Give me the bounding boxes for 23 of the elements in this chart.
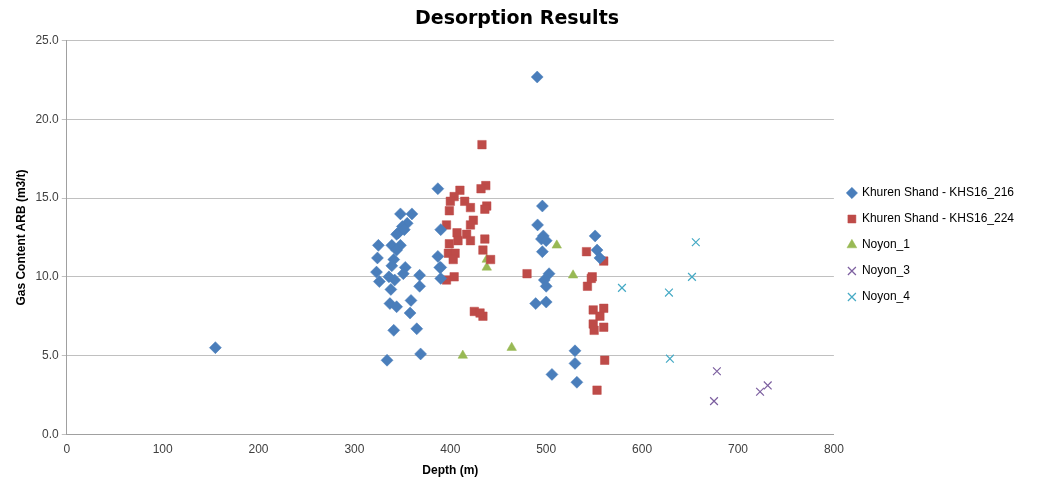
y-tick-label: 10.0: [35, 269, 60, 284]
x-tick-label: 300: [344, 441, 365, 456]
chart-title: Desorption Results: [414, 6, 620, 29]
y-tick-label: 5.0: [42, 347, 60, 362]
x-tick-label: 500: [536, 441, 557, 456]
legend-label: Noyon_1: [861, 237, 911, 252]
legend-label: Noyon_4: [861, 289, 911, 304]
x-axis-title: Depth (m): [422, 463, 479, 478]
x-tick-label: 600: [632, 441, 653, 456]
x-tick-label: 700: [727, 441, 749, 456]
x-tick-label: 800: [823, 441, 845, 456]
y-axis-title: Gas Content ARB (m3/t): [13, 169, 28, 306]
y-tick-label: 20.0: [35, 111, 60, 126]
x-tick-label: 400: [440, 441, 461, 456]
x-tick-label: 0: [63, 441, 71, 456]
legend-label: Noyon_3: [861, 263, 911, 278]
y-tick-label: 0.0: [42, 426, 60, 441]
x-tick-label: 100: [152, 441, 173, 456]
legend-label: Khuren Shand - KHS16_216: [861, 185, 1015, 200]
legend-label: Khuren Shand - KHS16_224: [861, 211, 1015, 226]
y-tick-label: 25.0: [35, 33, 60, 48]
x-tick-label: 200: [248, 441, 269, 456]
y-tick-label: 15.0: [35, 190, 60, 205]
